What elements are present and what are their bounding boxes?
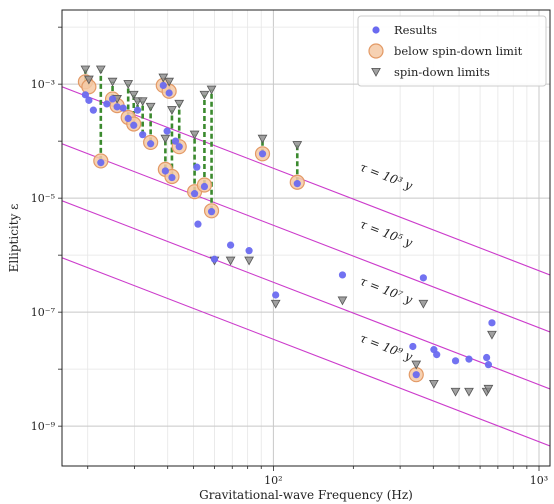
legend-below-marker (368, 43, 384, 59)
x-tick-label: 10² (264, 474, 282, 487)
spin-down-limit-marker (411, 360, 422, 370)
result-point (412, 371, 420, 379)
result-point (165, 89, 173, 97)
result-point (409, 342, 417, 351)
legend: Results below spin-down limit spin-down li… (357, 15, 547, 87)
result-point (338, 271, 347, 279)
result-point (89, 106, 97, 114)
result-point (200, 182, 209, 191)
result-point (483, 353, 491, 362)
legend-results-marker (372, 26, 380, 34)
spin-down-limit-marker (80, 65, 91, 75)
legend-label: spin-down limits (394, 65, 490, 79)
y-tick-label: 10⁻⁹ (31, 420, 56, 433)
result-point (272, 291, 280, 299)
spin-down-limit-marker (189, 130, 200, 140)
spin-down-limit-marker (487, 330, 497, 340)
y-tick-label: 10⁻⁷ (31, 306, 56, 319)
result-point (245, 247, 253, 255)
result-point (81, 91, 90, 99)
y-tick-label: 10⁻⁵ (31, 192, 55, 205)
data-marks (77, 65, 497, 397)
result-point (465, 355, 473, 363)
result-point (108, 95, 117, 103)
result-point (451, 357, 460, 365)
result-point (168, 173, 176, 182)
result-point (190, 190, 199, 198)
result-point (171, 137, 180, 145)
tau-line (62, 143, 550, 333)
result-point (419, 274, 427, 282)
result-point (147, 140, 155, 148)
result-point (210, 255, 219, 263)
y-tick-label: 10⁻³ (31, 78, 55, 91)
spin-down-limit-marker (292, 141, 303, 151)
result-point (258, 150, 267, 158)
spin-down-limit-marker (450, 387, 461, 397)
x-tick-label: 10³ (530, 474, 548, 487)
spin-down-limit-marker (483, 384, 494, 394)
result-point (119, 104, 127, 112)
spin-down-limit-marker (160, 134, 171, 144)
spin-down-limit-marker (164, 77, 175, 87)
result-point (293, 180, 301, 188)
tau-lines (62, 86, 550, 447)
result-point (488, 319, 496, 327)
result-point (194, 220, 202, 228)
spin-down-limit-marker (174, 99, 185, 109)
result-point (97, 159, 105, 167)
result-point (103, 100, 111, 108)
spin-down-limit-marker (107, 77, 118, 87)
result-point (161, 167, 169, 175)
result-point (139, 131, 147, 139)
result-point (124, 114, 132, 123)
spin-down-limit-marker (95, 65, 106, 75)
spin-down-limit-marker (84, 75, 94, 85)
spin-down-limit-marker (206, 85, 217, 95)
spin-down-limit-marker (244, 256, 254, 266)
result-point (159, 81, 167, 90)
result-point (85, 96, 93, 104)
spin-down-limit-marker (128, 90, 139, 100)
result-point (113, 103, 121, 111)
result-point (207, 208, 216, 216)
spin-down-limit-marker (464, 387, 474, 397)
spin-down-limit-marker (123, 80, 134, 89)
result-point (175, 143, 183, 151)
plot-frame (61, 9, 551, 467)
spin-down-limit-marker (257, 134, 268, 144)
spin-down-limit-marker (167, 106, 177, 115)
axis-ticks: 10² 10³ 10⁻⁹ 10⁻⁷ 10⁻⁵ 10⁻³ (31, 26, 548, 487)
x-axis-title: Gravitational-wave Frequency (Hz) (199, 488, 413, 502)
result-point (433, 351, 441, 359)
spin-down-limit-marker (337, 296, 348, 306)
legend-label: below spin-down limit (394, 44, 523, 58)
legend-spindown-marker (371, 68, 381, 77)
spin-down-limit-marker (270, 299, 281, 309)
spin-down-limit-marker (418, 299, 429, 309)
result-point (163, 127, 171, 135)
result-point (133, 106, 142, 114)
legend-label: Results (394, 23, 437, 37)
spin-down-limit-marker (145, 102, 156, 112)
tau-line (62, 257, 550, 447)
result-point (226, 241, 235, 249)
spin-down-limit-marker (199, 90, 210, 100)
result-point (484, 361, 493, 369)
y-axis-title: Ellipticity ε (7, 204, 21, 273)
spin-down-limit-marker (137, 97, 148, 107)
result-point (193, 163, 201, 171)
spin-down-limit-marker (429, 379, 439, 389)
result-point (130, 121, 138, 129)
legend-box (357, 15, 547, 87)
spin-down-limit-marker (225, 256, 236, 266)
